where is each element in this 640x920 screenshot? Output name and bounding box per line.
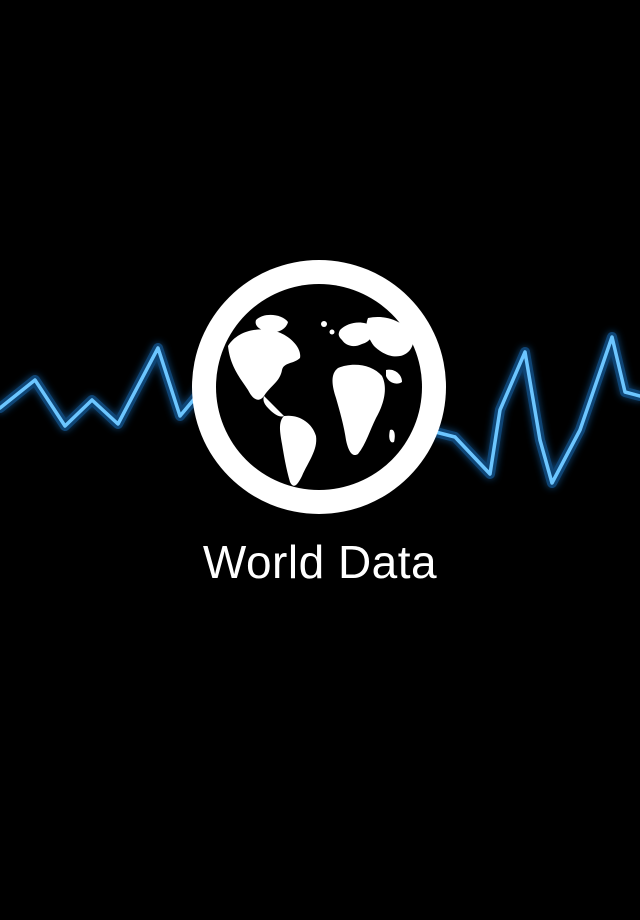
- globe-icon: [192, 260, 446, 514]
- app-title: World Data: [202, 536, 438, 588]
